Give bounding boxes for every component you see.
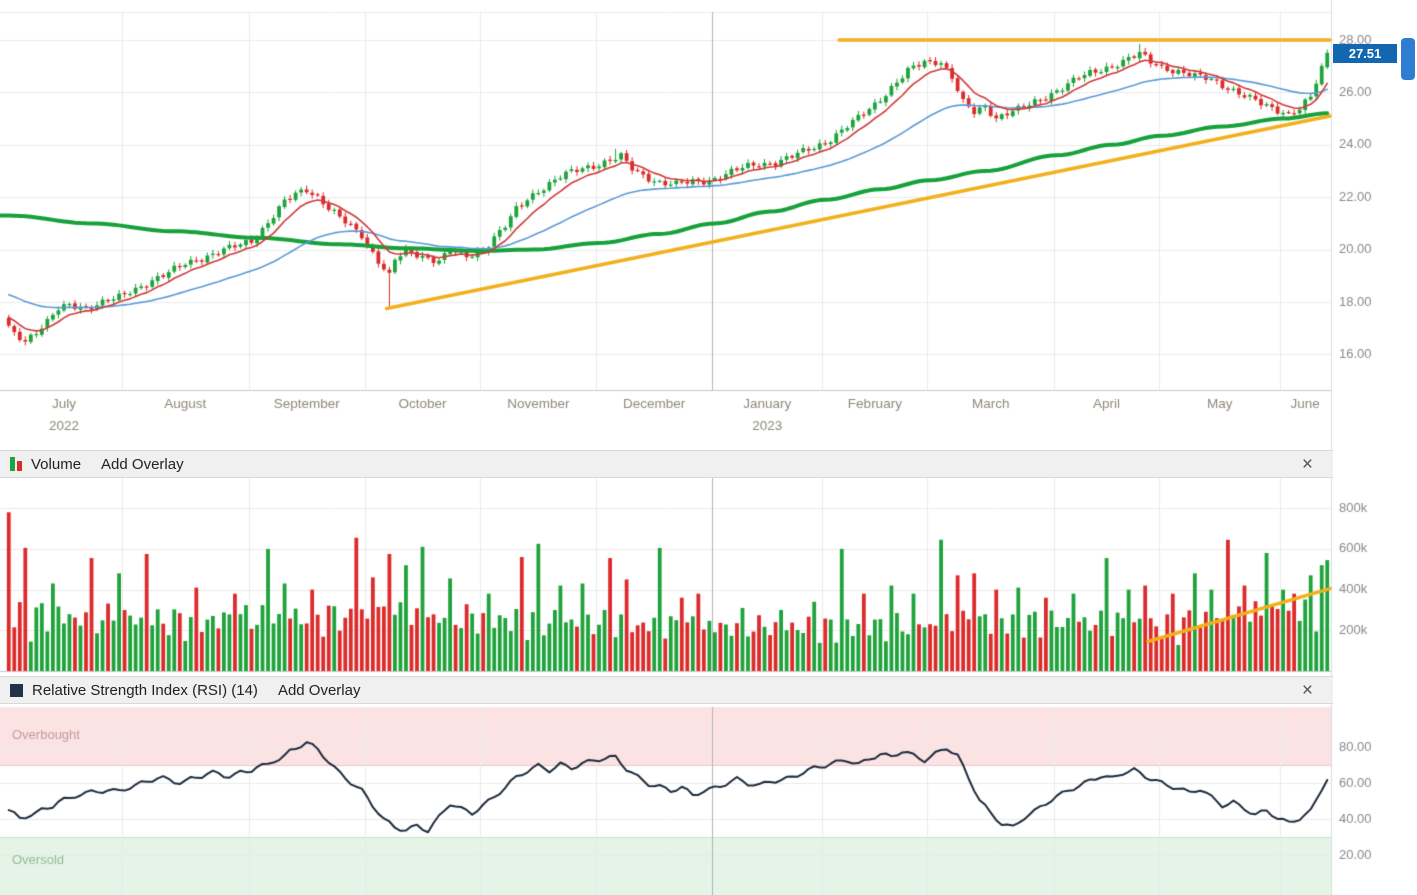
rsi-add-overlay-button[interactable]: Add Overlay (277, 681, 361, 699)
volume-panel-header: Volume Add Overlay × (0, 450, 1333, 478)
volume-legend-icon (10, 457, 22, 471)
last-price-label: 27.51 (1333, 44, 1397, 63)
price-chart-canvas[interactable] (0, 0, 1417, 450)
rsi-legend-icon (10, 683, 23, 697)
volume-chart-canvas[interactable] (0, 478, 1417, 676)
rsi-panel-title: Relative Strength Index (RSI) (14) (32, 681, 258, 699)
close-volume-panel-button[interactable]: × (1301, 453, 1313, 475)
scrollbar-thumb[interactable] (1401, 38, 1415, 80)
volume-panel-title: Volume (31, 455, 82, 473)
volume-add-overlay-button[interactable]: Add Overlay (101, 455, 184, 473)
rsi-panel-header: Relative Strength Index (RSI) (14) Add O… (0, 676, 1333, 704)
rsi-chart-canvas[interactable] (0, 704, 1417, 895)
close-rsi-panel-button[interactable]: × (1301, 679, 1313, 701)
